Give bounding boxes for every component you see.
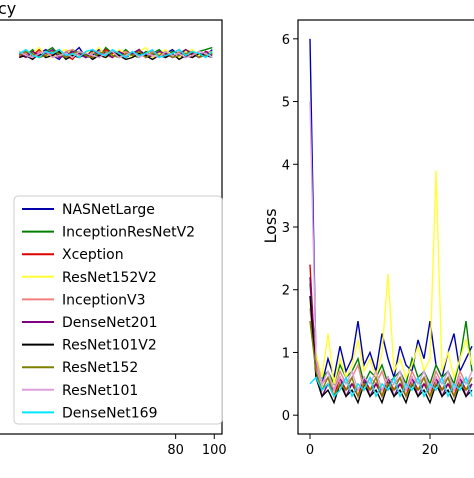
legend-label-densenet169: DenseNet169 [62, 405, 157, 421]
right-x-tick-label: 0 [306, 443, 314, 458]
legend-label-densenet201: DenseNet201 [62, 315, 157, 331]
accuracy-series-lines [18, 46, 213, 61]
legend-box [13, 195, 223, 425]
legend-items: NASNetLarge InceptionResNetV2 Xception ResN… [22, 202, 195, 421]
accuracy-line-resnet152 [18, 50, 213, 59]
right-y-tick-label: 0 [282, 409, 290, 424]
legend-label-resnet152v2: ResNet152V2 [62, 270, 157, 286]
right-y-tick-label: 1 [282, 346, 290, 361]
loss-line-nasnetlarge [309, 38, 473, 387]
legend-label-resnet152: ResNet152 [62, 360, 138, 376]
accuracy-panel: cy 80 100 NASNetLarge InceptionResNetV2 Xce… [0, 0, 227, 458]
left-x-tick-label: 80 [167, 443, 184, 458]
right-y-ticks: 0 1 2 3 4 5 6 [282, 33, 298, 424]
legend-label-xception: Xception [62, 247, 124, 263]
loss-panel: Loss 0 1 2 3 4 5 6 0 20 [261, 19, 474, 458]
right-y-tick-label: 3 [282, 221, 290, 236]
right-y-tick-label: 5 [282, 96, 290, 111]
legend-label-inceptionresnetv2: InceptionResNetV2 [62, 225, 195, 241]
right-y-tick-label: 6 [282, 33, 290, 48]
loss-line-resnet152v2 [309, 170, 473, 384]
loss-line-densenet169 [309, 375, 473, 399]
accuracy-line-densenet169 [18, 48, 213, 59]
right-y-tick-label: 4 [282, 158, 290, 173]
left-x-ticks: 80 100 [167, 434, 227, 458]
loss-series-lines [309, 38, 473, 405]
right-x-ticks: 0 20 [306, 434, 438, 458]
loss-line-resnet152 [309, 321, 473, 399]
legend-label-nasnetlarge: NASNetLarge [62, 202, 155, 218]
y-axis-label: Loss [261, 208, 280, 243]
legend: NASNetLarge InceptionResNetV2 Xception ResN… [13, 195, 223, 425]
legend-label-inceptionv3: InceptionV3 [62, 292, 146, 308]
legend-label-resnet101v2: ResNet101V2 [62, 338, 157, 354]
right-y-tick-label: 2 [282, 284, 290, 299]
right-x-tick-label: 20 [422, 443, 439, 458]
left-title-fragment: cy [0, 0, 16, 18]
accuracy-line-resnet101 [18, 50, 213, 59]
legend-label-resnet101: ResNet101 [62, 383, 138, 399]
loss-line-resnet101 [309, 101, 473, 392]
left-x-tick-label: 100 [202, 443, 227, 458]
